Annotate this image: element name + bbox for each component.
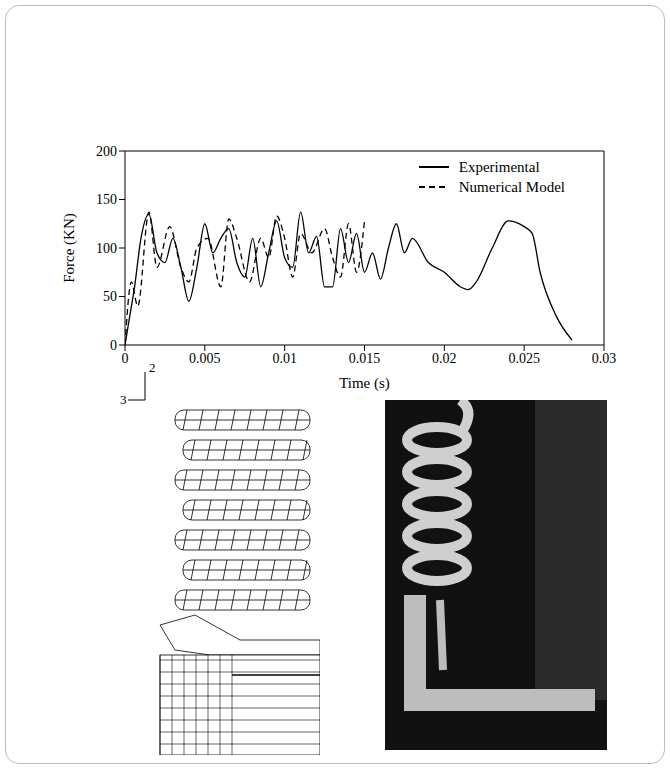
svg-text:0: 0 [122,351,129,366]
svg-text:0: 0 [110,338,117,353]
svg-text:200: 200 [96,144,117,159]
svg-text:0.03: 0.03 [592,351,617,366]
svg-text:0.005: 0.005 [189,351,221,366]
svg-text:0.015: 0.015 [349,351,381,366]
svg-text:3: 3 [120,392,127,407]
svg-text:Time (s): Time (s) [339,375,390,392]
svg-text:0.02: 0.02 [432,351,457,366]
svg-text:50: 50 [103,289,117,304]
svg-text:100: 100 [96,241,117,256]
svg-text:Force (KN): Force (KN) [61,213,78,283]
svg-text:0.01: 0.01 [272,351,297,366]
svg-text:150: 150 [96,192,117,207]
html-text:Numerical Model: Numerical Model [458,178,565,195]
svg-text:2: 2 [149,360,156,375]
svg-text:0.025: 0.025 [508,351,539,366]
html-text:Experimental: Experimental [458,158,540,175]
